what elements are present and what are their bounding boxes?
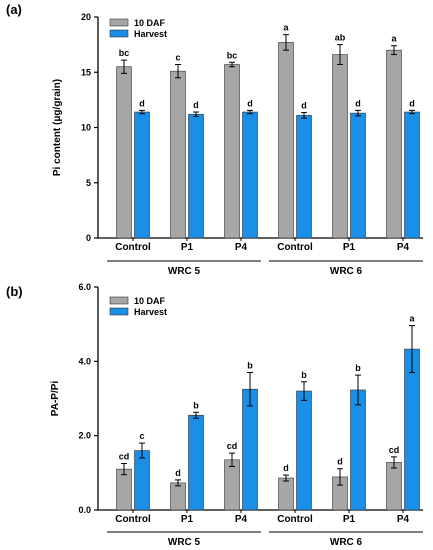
legend-label: Harvest <box>134 29 167 39</box>
bar-harvest <box>134 111 150 239</box>
significance-letter: a <box>409 314 415 324</box>
bar-10daf <box>224 64 240 239</box>
x-tick-label: Control <box>277 242 313 253</box>
significance-letter: b <box>301 370 307 380</box>
bar-harvest <box>350 112 366 239</box>
significance-letter: d <box>247 98 253 108</box>
legend-label: 10 DAF <box>134 18 166 28</box>
bar-10daf <box>386 462 402 511</box>
legend-label: Harvest <box>134 307 167 317</box>
x-tick-label: P1 <box>181 514 194 525</box>
x-tick-label: P4 <box>235 242 248 253</box>
significance-letter: b <box>193 400 199 410</box>
y-tick-label: 20 <box>81 12 91 22</box>
bar-harvest <box>404 111 420 239</box>
chart-panel-a: (a) 0 5 10 15 20 Pi content (μg/grain) bc d Contr… <box>6 2 423 277</box>
x-tick-label: Control <box>115 242 151 253</box>
bar-harvest <box>134 450 150 511</box>
y-tick-label: 0 <box>86 233 91 243</box>
bar-harvest <box>296 115 312 239</box>
legend-swatch-10daf <box>109 296 129 305</box>
legend-swatch-harvest <box>109 29 129 38</box>
bar-10daf <box>224 459 240 511</box>
significance-letter: d <box>283 463 289 473</box>
bar-harvest <box>404 348 420 511</box>
x-tick-label: P1 <box>343 514 356 525</box>
group-label: WRC 5 <box>168 266 201 277</box>
bar-10daf <box>332 54 348 239</box>
legend-label: 10 DAF <box>134 296 166 306</box>
significance-letter: d <box>139 98 145 108</box>
x-tick-label: P4 <box>397 514 410 525</box>
y-axis-title: Pi content (μg/grain) <box>52 79 63 176</box>
significance-letter: c <box>175 53 180 63</box>
significance-letter: d <box>337 457 343 467</box>
bar-10daf <box>116 66 132 239</box>
y-tick-label: 0.0 <box>78 505 91 515</box>
significance-letter: c <box>139 431 144 441</box>
bar-harvest <box>296 390 312 511</box>
y-tick-label: 2.0 <box>78 431 91 441</box>
bar-harvest <box>350 389 366 511</box>
x-tick-label: P1 <box>343 242 356 253</box>
bar-10daf <box>278 42 294 239</box>
panel-label: (a) <box>6 2 22 17</box>
significance-letter: cd <box>119 452 130 462</box>
significance-letter: cd <box>227 441 238 451</box>
bar-harvest <box>188 113 204 239</box>
y-axis-title: PA-P/Pi <box>50 381 61 417</box>
bar-harvest <box>242 111 258 239</box>
panel-label: (b) <box>6 284 23 299</box>
bar-10daf <box>116 468 132 511</box>
bar-10daf <box>170 70 186 239</box>
significance-letter: bc <box>119 48 130 58</box>
significance-letter: d <box>355 98 361 108</box>
bar-10daf <box>170 482 186 511</box>
bar-harvest <box>188 414 204 511</box>
significance-letter: a <box>391 34 397 44</box>
group-label: WRC 5 <box>168 537 201 548</box>
chart-panel-b: (b) 0.0 2.0 4.0 6.0 PA-P/Pi cd c Control d b P1 cd b P… <box>6 282 423 548</box>
significance-letter: d <box>175 468 181 478</box>
significance-letter: d <box>301 101 307 111</box>
x-tick-label: Control <box>277 514 313 525</box>
significance-letter: a <box>283 23 289 33</box>
y-tick-label: 15 <box>81 67 91 77</box>
bar-10daf <box>278 477 294 511</box>
y-tick-label: 10 <box>81 123 91 133</box>
significance-letter: b <box>355 363 361 373</box>
group-label: WRC 6 <box>330 537 363 548</box>
legend-swatch-harvest <box>109 307 129 316</box>
x-tick-label: P4 <box>397 242 410 253</box>
bar-10daf <box>386 49 402 239</box>
significance-letter: d <box>193 100 199 110</box>
x-tick-label: P1 <box>181 242 194 253</box>
group-label: WRC 6 <box>330 266 363 277</box>
y-tick-label: 5 <box>86 178 91 188</box>
y-tick-label: 4.0 <box>78 356 91 366</box>
significance-letter: cd <box>389 445 400 455</box>
x-tick-label: Control <box>115 514 151 525</box>
bar-harvest <box>242 388 258 511</box>
x-tick-label: P4 <box>235 514 248 525</box>
significance-letter: bc <box>227 50 238 60</box>
significance-letter: ab <box>335 33 346 43</box>
legend-swatch-10daf <box>109 18 129 27</box>
y-tick-label: 6.0 <box>78 282 91 292</box>
significance-letter: d <box>409 98 415 108</box>
significance-letter: b <box>247 360 253 370</box>
